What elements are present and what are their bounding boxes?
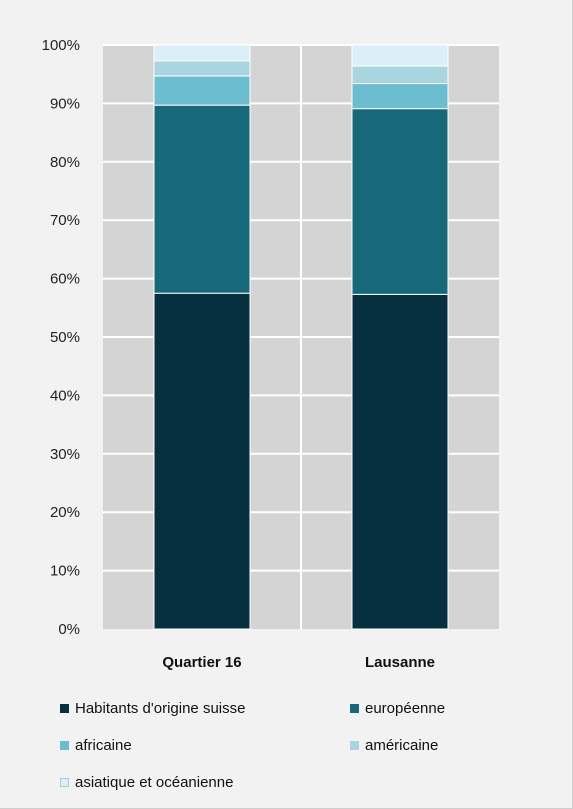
- y-tick-label: 30%: [50, 446, 80, 463]
- legend-label-4: asiatique et océanienne: [75, 774, 234, 791]
- y-tick-label: 50%: [50, 329, 80, 346]
- y-tick-label: 80%: [50, 154, 80, 171]
- y-tick-label: 20%: [50, 504, 80, 521]
- legend-item-4: asiatique et océanienne: [60, 774, 233, 791]
- legend-swatch-1: [350, 704, 359, 713]
- y-tick-label: 100%: [42, 37, 80, 54]
- legend-item-3: américaine: [350, 737, 438, 754]
- legend-label-1: européenne: [365, 700, 446, 717]
- x-axis-categories: Quartier 16 Lausanne: [162, 654, 435, 671]
- bar-segment: [153, 292, 251, 630]
- y-tick-label: 40%: [50, 387, 80, 404]
- y-tick-label: 10%: [50, 563, 80, 580]
- bars: [153, 44, 449, 630]
- bar-segment: [153, 104, 251, 294]
- legend-label-3: américaine: [365, 737, 439, 754]
- legend-item-1: européenne: [350, 700, 445, 717]
- legend-swatch-4: [60, 778, 69, 787]
- y-tick-label: 60%: [50, 271, 80, 288]
- bar-segment: [351, 44, 449, 67]
- bar-segment: [351, 83, 449, 110]
- bar-segment: [351, 108, 449, 295]
- legend-item-0: Habitants d'origine suisse: [60, 700, 245, 717]
- bar-segment: [351, 65, 449, 85]
- bar-segment: [351, 293, 449, 630]
- y-axis-ticks: 0% 10% 20% 30% 40% 50% 60% 70% 80% 90% 100%: [42, 37, 80, 638]
- y-tick-label: 70%: [50, 212, 80, 229]
- y-tick-label: 0%: [58, 621, 80, 638]
- x-category-label: Quartier 16: [162, 654, 241, 671]
- legend-label-2: africaine: [75, 737, 132, 754]
- legend-swatch-2: [60, 741, 69, 750]
- x-category-label: Lausanne: [365, 654, 435, 671]
- legend-item-2: africaine: [60, 737, 132, 754]
- legend-label-0: Habitants d'origine suisse: [75, 700, 246, 717]
- bar-segment: [153, 44, 251, 62]
- bar-segment: [153, 60, 251, 77]
- y-tick-label: 90%: [50, 95, 80, 112]
- legend-swatch-3: [350, 741, 359, 750]
- bar-segment: [153, 75, 251, 106]
- legend-swatch-0: [60, 704, 69, 713]
